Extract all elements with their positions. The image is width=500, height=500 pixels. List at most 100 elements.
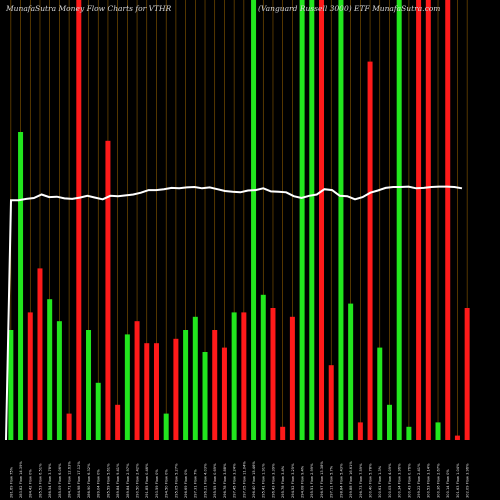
bar-29 bbox=[289, 316, 295, 440]
bar-22 bbox=[221, 347, 227, 440]
x-tick-label: 298.84 Flow 5.43% bbox=[339, 463, 343, 498]
bar-43 bbox=[425, 0, 431, 440]
x-tick-label: 284.98 Flow 17.12% bbox=[77, 461, 81, 498]
bar-9 bbox=[95, 382, 101, 440]
bar-33 bbox=[328, 365, 334, 440]
bar-7 bbox=[76, 0, 82, 440]
x-tick-label: 289.84 Flow 9.41% bbox=[116, 463, 120, 498]
bar-47 bbox=[464, 308, 470, 440]
price-line bbox=[5, 185, 463, 441]
bar-28 bbox=[280, 426, 286, 440]
x-tick-labels: 281.69 Flow 75% 283.82 Flow 14.39% 284.42 … bbox=[9, 461, 469, 498]
bar-0 bbox=[8, 330, 14, 440]
x-tick-label: 290.50 Flow 2.42% bbox=[135, 463, 139, 498]
bar-18 bbox=[183, 330, 189, 440]
bar-11 bbox=[115, 404, 121, 440]
x-tick-label: 286.54 Flow 3.78% bbox=[48, 463, 52, 498]
x-tick-label: 300.53 Flow 3.14% bbox=[427, 463, 431, 498]
bar-25 bbox=[251, 0, 257, 440]
x-tick-label: 285.53 Flow 6.51% bbox=[38, 463, 42, 498]
x-tick-label: 297.11 Flow 5.7% bbox=[330, 465, 334, 498]
bar-46 bbox=[454, 435, 460, 440]
x-tick-label: 285.59 Flow 5.61% bbox=[106, 463, 110, 498]
chart-title-left: MunafaSutra Money Flow Charts for VTHR bbox=[5, 4, 172, 13]
x-tick-label: 300.43 Flow 0.76% bbox=[407, 463, 411, 498]
bar-23 bbox=[231, 312, 237, 440]
bar-4 bbox=[47, 299, 53, 440]
bar-26 bbox=[260, 294, 266, 440]
x-tick-label: 283.82 Flow 14.39% bbox=[19, 461, 23, 498]
bar-5 bbox=[56, 321, 62, 440]
x-tick-label: 284.42 Flow 0% bbox=[29, 469, 33, 498]
bar-24 bbox=[241, 312, 247, 440]
chart-title-right: (Vanguard Russell 3000) ETF MunafaSutra.… bbox=[258, 4, 440, 13]
x-tick-label: 291.85 Flow 0.46% bbox=[145, 463, 149, 498]
x-tick-label: 296.78 Flow 3.88% bbox=[223, 463, 227, 498]
x-tick-label: 281.69 Flow 75% bbox=[9, 466, 13, 498]
x-tick-label: 299.88 Flow 16.61% bbox=[349, 461, 353, 498]
x-tick-label: 296.40 Flow 15.46% bbox=[252, 461, 256, 498]
x-tick-label: 301.63 Flow 1.04% bbox=[456, 463, 460, 498]
x-tick-label: 294.08 Flow 9.4% bbox=[301, 465, 305, 498]
x-tick-label: 299.22 Flow 2.41% bbox=[417, 463, 421, 498]
bar-13 bbox=[134, 321, 140, 440]
x-tick-label: 296.73 Flow 7.59% bbox=[359, 463, 363, 498]
x-tick-label: 295.05 Flow 5.27% bbox=[174, 463, 178, 498]
x-tick-label: 295.55 Flow 0.69% bbox=[213, 463, 217, 498]
bar-32 bbox=[319, 0, 325, 440]
x-tick-label: 285.09 Flow 6.06% bbox=[58, 463, 62, 498]
x-tick-label: 297.31 Flow 7% bbox=[194, 469, 198, 498]
x-tick-label: 289.04 Flow 0% bbox=[97, 469, 101, 498]
bar-34 bbox=[338, 0, 344, 440]
bar-16 bbox=[163, 413, 169, 440]
bar-21 bbox=[212, 330, 218, 440]
bar-41 bbox=[406, 426, 412, 440]
bars bbox=[8, 0, 470, 441]
bar-10 bbox=[105, 140, 111, 441]
x-tick-label: 294.50 Flow 0% bbox=[165, 469, 169, 498]
bar-15 bbox=[153, 343, 159, 440]
x-tick-label: 300.36 Flow 2.67% bbox=[436, 463, 440, 498]
bar-19 bbox=[192, 316, 198, 440]
bar-36 bbox=[357, 422, 363, 440]
x-tick-label: 300.61 Flow 1.3% bbox=[378, 465, 382, 498]
bar-45 bbox=[445, 0, 451, 440]
bar-42 bbox=[416, 0, 422, 440]
bar-39 bbox=[386, 404, 392, 440]
x-tick-label: 286.90 Flow 6.32% bbox=[87, 463, 91, 498]
bar-44 bbox=[435, 422, 441, 440]
x-tick-label: 300.05 Flow 4.09% bbox=[388, 463, 392, 498]
x-tick-label: 297.05 Flow 11.04% bbox=[242, 461, 246, 498]
x-tick-label: 284.71 Flow 12.63% bbox=[68, 461, 72, 498]
bar-40 bbox=[396, 0, 402, 440]
bar-38 bbox=[377, 347, 383, 440]
x-tick-label: 293.59 Flow 0% bbox=[155, 469, 159, 498]
x-tick-label: 300.40 Flow 5.78% bbox=[368, 463, 372, 498]
bar-6 bbox=[66, 413, 72, 440]
x-tick-label: 295.78 Flow 3.4% bbox=[281, 465, 285, 498]
x-tick-label: 295.41 Flow 1.91% bbox=[262, 463, 266, 498]
x-tick-label: 294.52 Flow 3.25% bbox=[291, 463, 295, 498]
bar-37 bbox=[367, 61, 373, 440]
x-tick-label: 296.43 Flow 3.39% bbox=[271, 463, 275, 498]
x-tick-label: 302.09 Flow 3.96% bbox=[466, 463, 470, 498]
bar-8 bbox=[86, 330, 92, 440]
x-tick-label: 295.51 Flow 2.99% bbox=[310, 463, 314, 498]
bar-17 bbox=[173, 338, 179, 440]
bar-2 bbox=[27, 312, 33, 440]
bar-35 bbox=[348, 303, 354, 440]
x-tick-label: 297.45 Flow 3.24% bbox=[233, 463, 237, 498]
bar-1 bbox=[18, 132, 24, 440]
bar-12 bbox=[124, 334, 130, 440]
bar-14 bbox=[144, 343, 150, 440]
bar-31 bbox=[309, 0, 315, 440]
x-tick-label: 296.97 Flow 13.38% bbox=[320, 461, 324, 498]
bar-3 bbox=[37, 268, 43, 440]
x-tick-label: 296.21 Flow 4.03% bbox=[203, 463, 207, 498]
x-tick-label: 289.84 Flow 2.97% bbox=[126, 463, 130, 498]
x-tick-label: 300.34 Flow 3.96% bbox=[398, 463, 402, 498]
bar-27 bbox=[270, 308, 276, 440]
x-tick-label: 300.14 Flow 0% bbox=[446, 469, 450, 498]
